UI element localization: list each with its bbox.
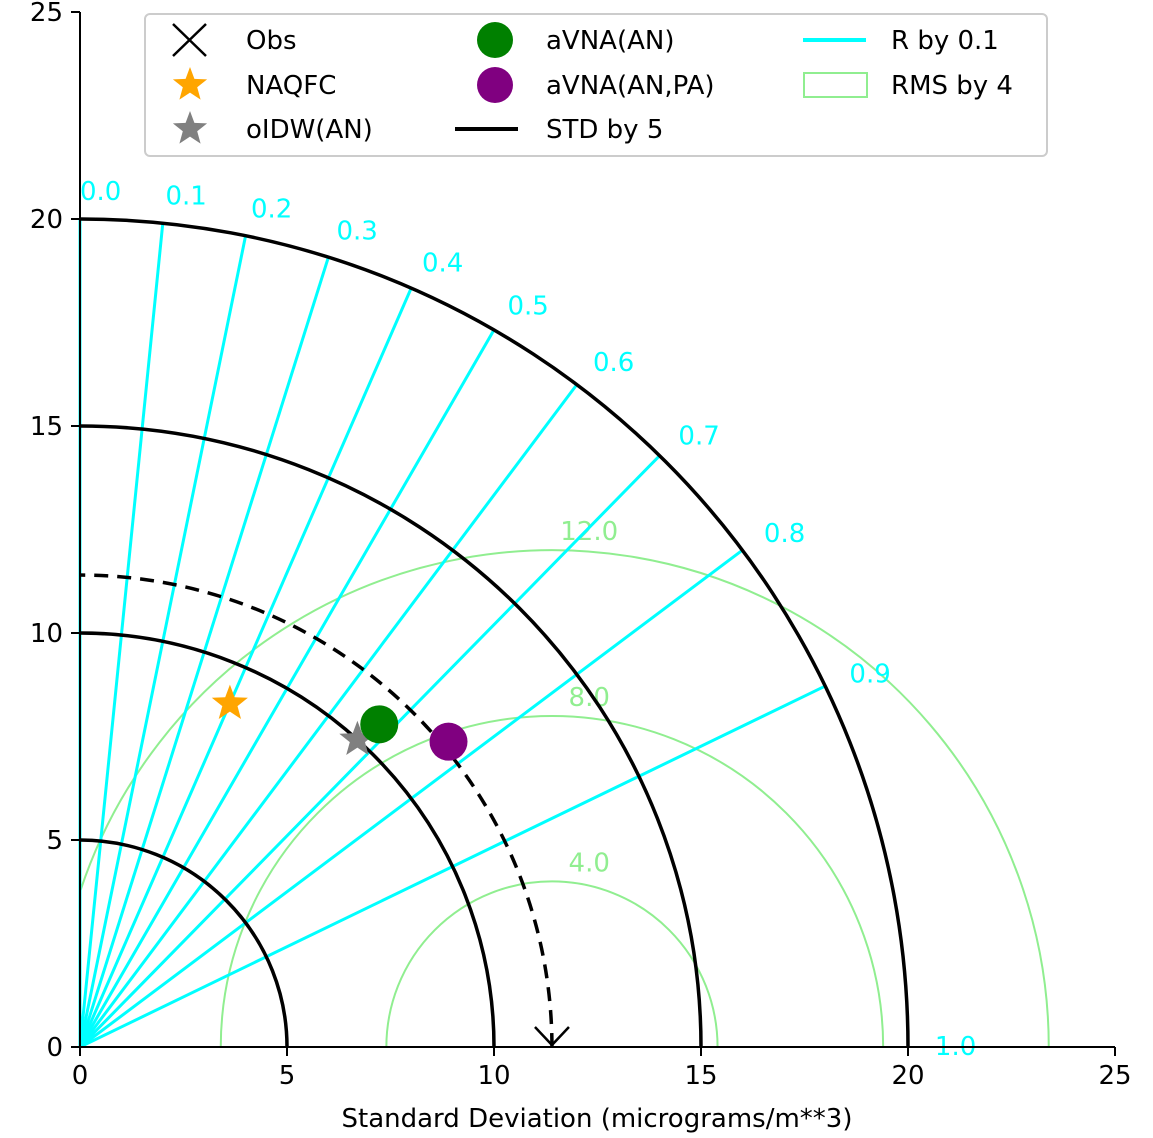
marker-naqfc	[211, 684, 248, 719]
rms-arcs: 4.0 8.0 12.0	[79, 517, 1050, 1048]
marker-avna-an-	[360, 705, 399, 744]
x-axis-label: Standard Deviation (micrograms/m**3)	[342, 1104, 853, 1134]
legend-std-by-5-label: STD by 5	[546, 115, 663, 145]
legend-naqfc-label: NAQFC	[246, 71, 336, 101]
correlation-label: 0.9	[849, 659, 890, 689]
x-tick-label: 5	[279, 1061, 296, 1091]
x-tick-label: 20	[891, 1061, 924, 1091]
correlation-label: 0.6	[593, 348, 634, 378]
legend-oidw-an--label: oIDW(AN)	[246, 115, 373, 145]
rms-arc	[79, 549, 1050, 1048]
correlation-label: 0.4	[422, 248, 463, 278]
std-arc	[79, 217, 910, 1048]
x-tick-label: 0	[72, 1061, 89, 1091]
legend-oidw-an-: oIDW(AN)	[172, 111, 373, 145]
legend-naqfc: NAQFC	[172, 67, 336, 101]
x-tick-label: 25	[1098, 1061, 1131, 1091]
correlation-label: 0.3	[336, 216, 377, 246]
y-tick-label: 25	[30, 0, 63, 28]
legend-r-by-0-1: R by 0.1	[803, 26, 999, 56]
correlation-label: 0.2	[251, 194, 292, 224]
legend-rms-by-4: RMS by 4	[803, 71, 1013, 101]
legend: Obs NAQFC oIDW(AN) aVNA(AN) aVNA(AN,PA) STD b…	[144, 13, 1048, 157]
y-tick-label: 15	[30, 412, 63, 442]
correlation-label: 0.5	[507, 292, 548, 322]
marker-avna-an-pa-	[429, 722, 468, 761]
x-tick-label: 15	[684, 1061, 717, 1091]
correlation-label: 0.7	[678, 421, 719, 451]
legend-rms-by-4-rect-icon	[803, 72, 868, 98]
legend-avna-an-: aVNA(AN)	[477, 22, 674, 58]
observed-std-arc	[79, 573, 554, 1048]
legend-naqfc-star-icon	[172, 67, 208, 100]
observed-std-arrow	[534, 1026, 570, 1047]
y-tick-label: 0	[46, 1033, 63, 1063]
legend-box	[144, 13, 1048, 157]
legend-obs: Obs	[172, 23, 297, 57]
legend-avna-an-pa-: aVNA(AN,PA)	[477, 67, 715, 103]
std-arc	[79, 631, 496, 1048]
legend-r-by-0-1-label: R by 0.1	[891, 26, 999, 56]
correlation-label: 0.1	[165, 181, 206, 211]
model-markers	[211, 684, 468, 761]
correlation-label: 0.0	[80, 177, 121, 207]
correlation-label: 0.8	[764, 519, 805, 549]
legend-rms-by-4-label: RMS by 4	[891, 71, 1013, 101]
x-tick-label: 10	[477, 1061, 510, 1091]
legend-avna-an--circle-icon	[477, 22, 513, 58]
legend-obs-x-icon	[172, 23, 207, 57]
legend-std-by-5: STD by 5	[455, 115, 663, 145]
std-arc	[79, 424, 703, 1048]
legend-avna-an--label: aVNA(AN)	[546, 26, 674, 56]
rms-label: 12.0	[560, 517, 618, 547]
legend-obs-label: Obs	[246, 26, 297, 56]
y-tick-label: 5	[46, 826, 63, 856]
rms-label: 4.0	[569, 848, 610, 878]
axes: 0 5 10 15 20 25 0 5 10 15 20 25	[30, 0, 1132, 1091]
rms-label: 8.0	[569, 683, 610, 713]
rms-arc	[219, 714, 885, 1048]
legend-oidw-an--star-icon	[172, 111, 208, 144]
rms-arc	[385, 880, 719, 1048]
legend-avna-an-pa--label: aVNA(AN,PA)	[546, 71, 715, 101]
std-arc	[79, 838, 289, 1048]
marker-oidw-an-	[339, 720, 376, 755]
std-arcs	[79, 217, 910, 1048]
y-tick-label: 10	[30, 619, 63, 649]
legend-avna-an-pa--circle-icon	[477, 67, 513, 103]
y-tick-label: 20	[30, 205, 63, 235]
